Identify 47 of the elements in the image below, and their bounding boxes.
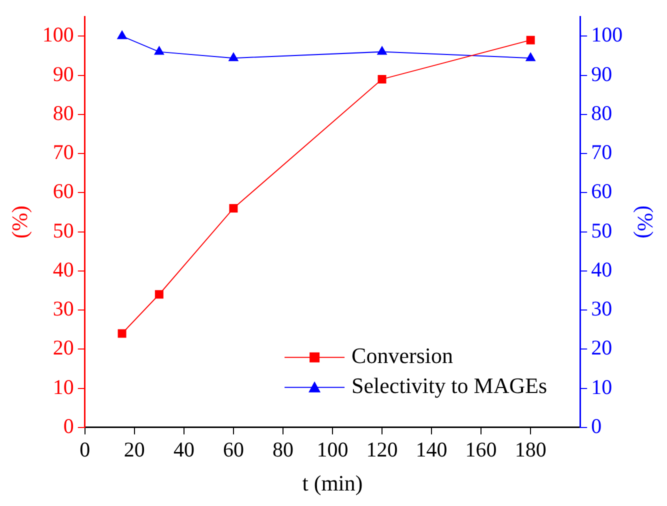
y-tick-label: 60 [52,179,74,204]
y-tick-label: 50 [52,218,74,242]
legend-label: Conversion [352,343,454,368]
point [526,36,535,44]
y-tick-label: 0 [63,414,74,438]
point [118,329,126,338]
y2-tick-label: 0 [591,414,602,438]
y2-tick-label: 20 [591,336,612,360]
y-tick-label: 40 [52,257,74,282]
point [154,46,164,55]
point [116,30,128,40]
y-tick-label: 70 [52,140,74,164]
y2-tick-label: 80 [591,100,612,125]
x-tick-label: 20 [124,438,145,462]
x-tick-label: 100 [316,438,348,462]
y2-axis-title: (%) [633,206,658,238]
y-tick-label: 10 [52,374,74,399]
y-tick-label: 100 [42,22,74,47]
y-tick-label: 20 [52,336,74,360]
x-tick-label: 140 [416,438,448,462]
x-tick-label: 60 [222,438,244,462]
x-tick-label: 80 [272,438,294,462]
point [154,290,164,299]
point [378,74,386,84]
y2-tick-label: 30 [591,296,612,321]
y2-tick-label: 70 [591,140,612,164]
y2-tick-label: 90 [591,62,612,86]
y2-tick-label: 10 [591,374,612,399]
x-tick-label: 120 [366,438,398,462]
x-tick-label: 160 [465,438,497,462]
x-tick-label: 0 [80,438,90,462]
y2-tick-label: 100 [591,22,623,47]
point [376,46,388,55]
y2-tick-label: 50 [591,218,612,242]
y2-tick-label: 60 [591,179,612,204]
y-tick-label: 90 [52,62,74,86]
x-axis-title: t (min) [302,470,363,496]
y2-tick-label: 40 [591,257,612,282]
point [229,204,238,213]
y-tick-label: 80 [52,100,74,125]
point [525,52,536,62]
legend-label: Selectivity to MAGEs [352,373,548,398]
point [228,52,239,62]
x-tick-label: 180 [514,438,546,462]
y-axis-title: (%) [6,206,32,238]
x-tick-label: 40 [173,438,194,462]
y-tick-label: 30 [52,296,74,321]
